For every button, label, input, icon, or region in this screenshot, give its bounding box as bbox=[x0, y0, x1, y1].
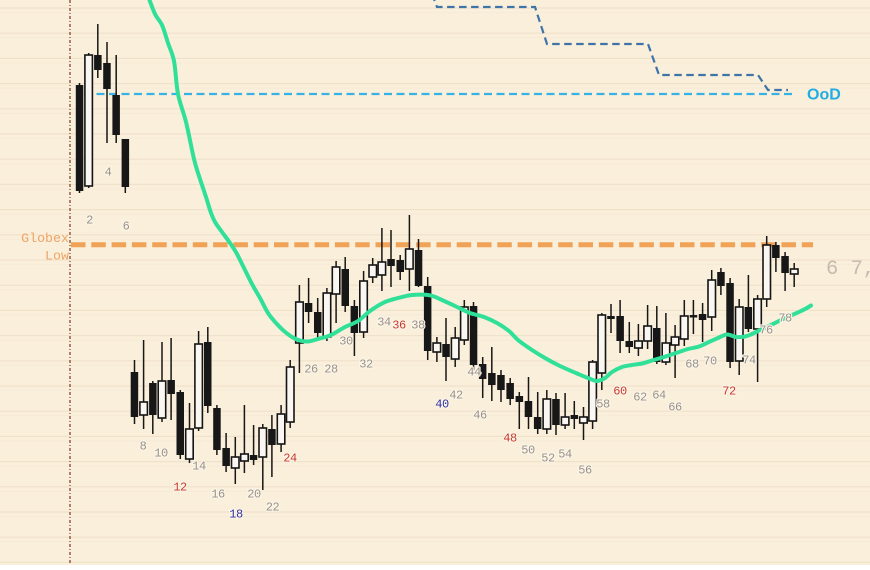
svg-text:42: 42 bbox=[449, 389, 463, 403]
svg-text:6 7,2: 6 7,2 bbox=[826, 258, 870, 281]
svg-text:18: 18 bbox=[229, 508, 243, 522]
svg-text:30: 30 bbox=[339, 335, 353, 349]
svg-text:60: 60 bbox=[613, 385, 627, 399]
svg-text:58: 58 bbox=[596, 398, 610, 412]
svg-text:Globex: Globex bbox=[21, 231, 69, 246]
svg-text:22: 22 bbox=[266, 501, 280, 515]
svg-text:62: 62 bbox=[633, 391, 647, 405]
svg-text:70: 70 bbox=[703, 355, 717, 369]
svg-text:66: 66 bbox=[668, 401, 682, 415]
svg-text:OoD: OoD bbox=[807, 87, 841, 104]
svg-text:38: 38 bbox=[411, 319, 425, 333]
svg-text:24: 24 bbox=[283, 452, 297, 466]
svg-text:76: 76 bbox=[759, 324, 773, 338]
svg-text:34: 34 bbox=[377, 316, 391, 330]
svg-text:48: 48 bbox=[503, 432, 517, 446]
svg-text:10: 10 bbox=[154, 447, 168, 461]
svg-text:4: 4 bbox=[105, 166, 112, 180]
svg-text:26: 26 bbox=[304, 363, 318, 377]
svg-text:6: 6 bbox=[123, 220, 130, 234]
svg-text:20: 20 bbox=[247, 488, 261, 502]
svg-text:28: 28 bbox=[324, 363, 338, 377]
svg-text:36: 36 bbox=[392, 319, 406, 333]
svg-text:78: 78 bbox=[778, 312, 792, 326]
svg-text:40: 40 bbox=[435, 398, 449, 412]
svg-text:2: 2 bbox=[86, 214, 93, 228]
svg-text:50: 50 bbox=[521, 444, 535, 458]
svg-text:12: 12 bbox=[173, 481, 187, 495]
svg-text:64: 64 bbox=[652, 389, 666, 403]
svg-text:54: 54 bbox=[558, 448, 572, 462]
svg-text:52: 52 bbox=[541, 452, 555, 466]
svg-text:8: 8 bbox=[140, 440, 147, 454]
svg-text:68: 68 bbox=[685, 358, 699, 372]
svg-text:46: 46 bbox=[473, 409, 487, 423]
svg-text:Low: Low bbox=[45, 249, 69, 264]
svg-text:72: 72 bbox=[722, 385, 736, 399]
svg-text:32: 32 bbox=[359, 358, 373, 372]
svg-text:16: 16 bbox=[211, 488, 225, 502]
svg-text:56: 56 bbox=[578, 464, 592, 478]
svg-text:74: 74 bbox=[742, 354, 756, 368]
svg-text:14: 14 bbox=[192, 460, 206, 474]
svg-text:44: 44 bbox=[467, 366, 481, 380]
